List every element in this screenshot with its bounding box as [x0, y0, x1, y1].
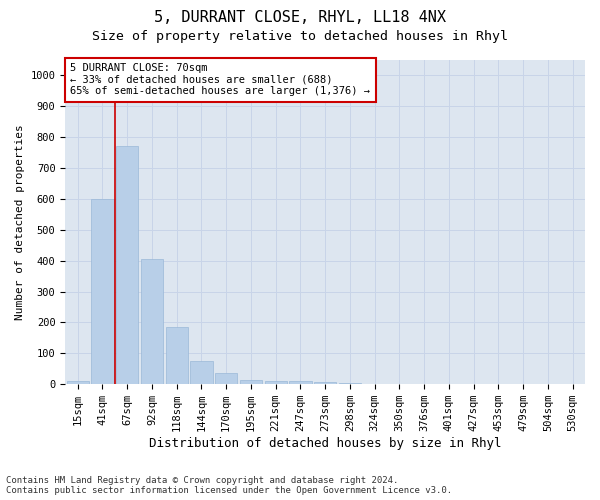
Bar [67, 380, 89, 384]
Text: 5, DURRANT CLOSE, RHYL, LL18 4NX: 5, DURRANT CLOSE, RHYL, LL18 4NX [154, 10, 446, 25]
Bar [339, 382, 361, 384]
Y-axis label: Number of detached properties: Number of detached properties [15, 124, 25, 320]
Text: Contains HM Land Registry data © Crown copyright and database right 2024.
Contai: Contains HM Land Registry data © Crown c… [6, 476, 452, 495]
Bar [289, 380, 311, 384]
Bar [141, 259, 163, 384]
Bar [190, 361, 212, 384]
Bar [91, 199, 113, 384]
Bar [116, 146, 138, 384]
Bar [265, 381, 287, 384]
Bar [215, 374, 237, 384]
Text: Size of property relative to detached houses in Rhyl: Size of property relative to detached ho… [92, 30, 508, 43]
X-axis label: Distribution of detached houses by size in Rhyl: Distribution of detached houses by size … [149, 437, 502, 450]
Text: 5 DURRANT CLOSE: 70sqm
← 33% of detached houses are smaller (688)
65% of semi-de: 5 DURRANT CLOSE: 70sqm ← 33% of detached… [70, 63, 370, 96]
Bar [166, 327, 188, 384]
Bar [240, 380, 262, 384]
Bar [314, 382, 336, 384]
